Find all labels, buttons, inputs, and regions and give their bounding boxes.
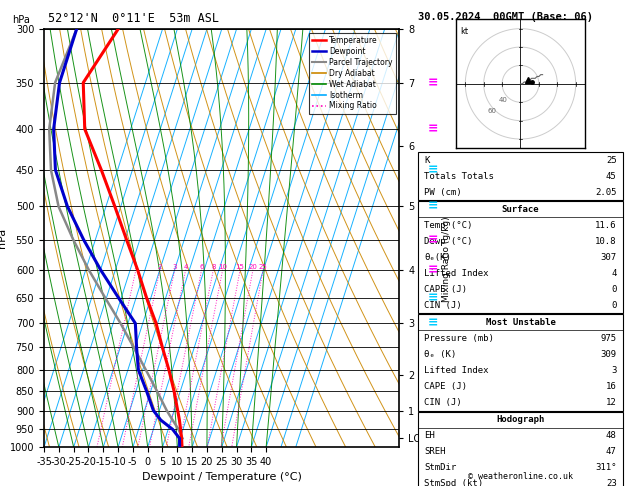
Text: 12: 12 <box>606 398 616 407</box>
Text: kt: kt <box>460 27 468 36</box>
Text: 16: 16 <box>606 382 616 391</box>
Legend: Temperature, Dewpoint, Parcel Trajectory, Dry Adiabat, Wet Adiabat, Isotherm, Mi: Temperature, Dewpoint, Parcel Trajectory… <box>309 33 396 114</box>
Text: 23: 23 <box>606 479 616 486</box>
Text: CIN (J): CIN (J) <box>425 398 462 407</box>
Text: ≡: ≡ <box>428 122 438 136</box>
Text: θₑ(K): θₑ(K) <box>425 253 451 262</box>
Text: 45: 45 <box>606 172 616 181</box>
Text: 0: 0 <box>611 301 616 310</box>
Text: CAPE (J): CAPE (J) <box>425 285 467 294</box>
Y-axis label: km
ASL: km ASL <box>442 238 460 260</box>
Text: ≡: ≡ <box>428 291 438 304</box>
Text: ≡: ≡ <box>428 163 438 176</box>
Text: 0: 0 <box>611 285 616 294</box>
Text: 309: 309 <box>601 350 616 359</box>
Text: 25: 25 <box>259 264 267 270</box>
Text: 25: 25 <box>606 156 616 165</box>
Text: ≡: ≡ <box>428 317 438 330</box>
Text: PW (cm): PW (cm) <box>425 188 462 197</box>
Text: SREH: SREH <box>425 447 446 456</box>
Text: Temp (°C): Temp (°C) <box>425 221 473 230</box>
Text: Dewp (°C): Dewp (°C) <box>425 237 473 246</box>
Text: 1: 1 <box>134 264 138 270</box>
Text: © weatheronline.co.uk: © weatheronline.co.uk <box>468 472 573 481</box>
Text: K: K <box>425 156 430 165</box>
Text: 8: 8 <box>211 264 216 270</box>
Text: CIN (J): CIN (J) <box>425 301 462 310</box>
Text: Surface: Surface <box>502 205 539 214</box>
Text: 2.05: 2.05 <box>595 188 616 197</box>
Text: StmSpd (kt): StmSpd (kt) <box>425 479 484 486</box>
Text: hPa: hPa <box>12 15 30 25</box>
Text: Lifted Index: Lifted Index <box>425 269 489 278</box>
Text: 11.6: 11.6 <box>595 221 616 230</box>
Text: 20: 20 <box>248 264 257 270</box>
Text: Most Unstable: Most Unstable <box>486 318 555 327</box>
Text: 10.8: 10.8 <box>595 237 616 246</box>
Text: 48: 48 <box>606 431 616 440</box>
Text: 10: 10 <box>218 264 227 270</box>
Text: Lifted Index: Lifted Index <box>425 366 489 375</box>
Text: 2: 2 <box>158 264 162 270</box>
Text: 4: 4 <box>184 264 188 270</box>
Text: 47: 47 <box>606 447 616 456</box>
Text: Pressure (mb): Pressure (mb) <box>425 334 494 343</box>
Text: ≡: ≡ <box>428 76 438 89</box>
Text: Totals Totals: Totals Totals <box>425 172 494 181</box>
Text: ≡: ≡ <box>428 200 438 213</box>
Text: 6: 6 <box>199 264 204 270</box>
Text: CAPE (J): CAPE (J) <box>425 382 467 391</box>
Text: StmDir: StmDir <box>425 463 457 472</box>
Text: 60: 60 <box>487 108 496 114</box>
Text: ≡: ≡ <box>428 263 438 276</box>
Text: 3: 3 <box>611 366 616 375</box>
Text: 311°: 311° <box>595 463 616 472</box>
Text: 30.05.2024  00GMT (Base: 06): 30.05.2024 00GMT (Base: 06) <box>418 12 593 22</box>
Text: 40: 40 <box>498 97 508 103</box>
Text: ≡: ≡ <box>428 233 438 246</box>
Text: θₑ (K): θₑ (K) <box>425 350 457 359</box>
Text: 307: 307 <box>601 253 616 262</box>
Text: 3: 3 <box>172 264 177 270</box>
Y-axis label: hPa: hPa <box>0 228 7 248</box>
Text: 975: 975 <box>601 334 616 343</box>
Text: EH: EH <box>425 431 435 440</box>
Text: 4: 4 <box>611 269 616 278</box>
X-axis label: Dewpoint / Temperature (°C): Dewpoint / Temperature (°C) <box>142 472 302 483</box>
Text: Hodograph: Hodograph <box>496 415 545 424</box>
Text: Mixing Ratio (g/kg): Mixing Ratio (g/kg) <box>442 216 451 302</box>
Text: 52°12'N  0°11'E  53m ASL: 52°12'N 0°11'E 53m ASL <box>48 12 219 25</box>
Text: 15: 15 <box>236 264 245 270</box>
